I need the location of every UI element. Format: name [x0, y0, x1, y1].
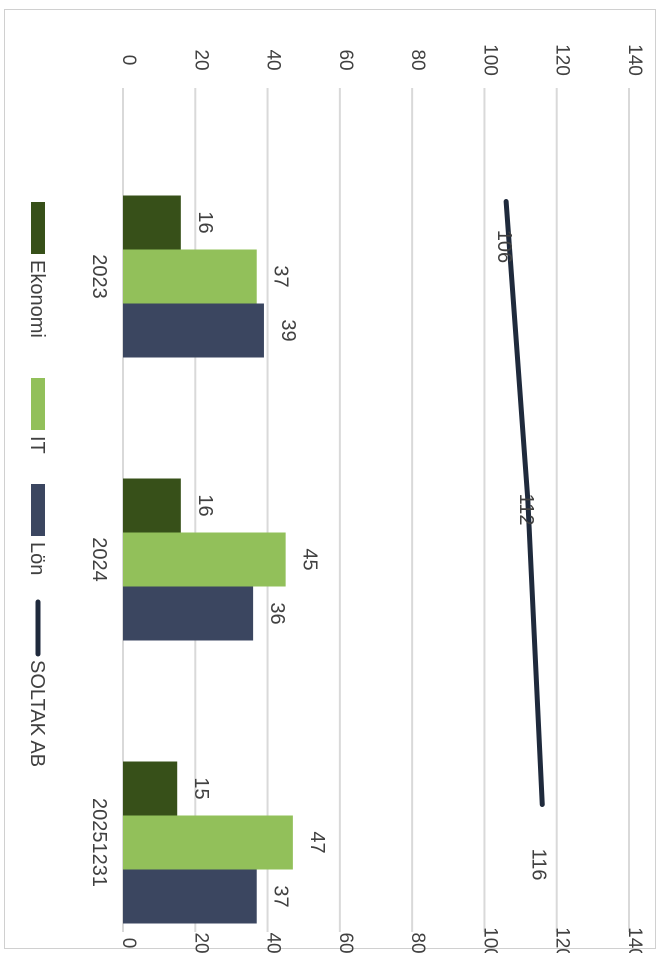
category-labels: 2023 2024 20251231 [88, 254, 110, 887]
value-tick-label: 0 [118, 55, 139, 66]
category-label: 20251231 [88, 798, 110, 887]
value-tick-label: 20 [190, 49, 211, 70]
line-data-label: 116 [527, 849, 549, 881]
legend-label: IT [26, 436, 48, 454]
data-label: 16 [194, 494, 216, 516]
value-tick-label: 140 [624, 927, 645, 953]
bar [123, 195, 181, 250]
value-tick-label: 100 [479, 927, 500, 953]
legend-swatch [31, 484, 45, 536]
bar [123, 532, 286, 587]
series-line [503, 199, 545, 807]
line-data-label: 112 [515, 494, 537, 526]
data-label: 47 [306, 831, 328, 853]
value-tick-label: 100 [479, 44, 500, 76]
bar [123, 303, 264, 358]
data-label: 37 [270, 885, 292, 907]
value-tick-label: 120 [552, 44, 573, 76]
value-axis-ticks-bottom: 0 20 40 60 80 100 120 140 [118, 927, 645, 953]
bars: 16 37 39 16 45 36 15 47 37 [123, 195, 328, 924]
value-tick-label: 80 [407, 932, 428, 953]
bar [123, 761, 178, 816]
value-tick-label: 60 [335, 49, 356, 70]
bar [123, 869, 257, 924]
bar [123, 815, 293, 870]
legend: Ekonomi IT Lön SOLTAK AB [26, 202, 48, 767]
data-label: 15 [190, 777, 212, 799]
value-tick-label: 40 [263, 932, 284, 953]
data-label: 37 [270, 265, 292, 287]
value-tick-label: 40 [263, 49, 284, 70]
data-label: 16 [194, 211, 216, 233]
value-tick-label: 60 [335, 932, 356, 953]
data-label: 45 [299, 548, 321, 570]
legend-label: Lön [26, 542, 48, 575]
value-tick-label: 20 [190, 932, 211, 953]
bar [123, 249, 257, 304]
value-tick-label: 80 [407, 49, 428, 70]
line-data-label: 106 [493, 230, 515, 263]
value-tick-label: 0 [118, 938, 139, 949]
legend-label: Ekonomi [26, 260, 48, 338]
category-label: 2023 [88, 254, 110, 299]
value-tick-label: 120 [552, 927, 573, 953]
value-tick-label: 140 [624, 44, 645, 76]
bar [123, 478, 181, 533]
legend-label: SOLTAK AB [26, 660, 48, 767]
bar [123, 586, 254, 641]
value-axis-ticks-top: 0 20 40 60 80 100 120 140 [118, 44, 645, 76]
legend-swatch [31, 202, 45, 254]
line-series: 106 112 116 [493, 199, 549, 881]
data-label: 36 [266, 602, 288, 624]
data-label: 39 [277, 319, 299, 341]
category-label: 2024 [88, 537, 110, 582]
legend-swatch [31, 378, 45, 430]
chart-frame [4, 9, 656, 949]
